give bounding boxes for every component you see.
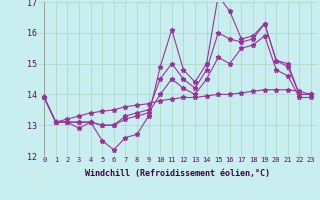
X-axis label: Windchill (Refroidissement éolien,°C): Windchill (Refroidissement éolien,°C) xyxy=(85,169,270,178)
